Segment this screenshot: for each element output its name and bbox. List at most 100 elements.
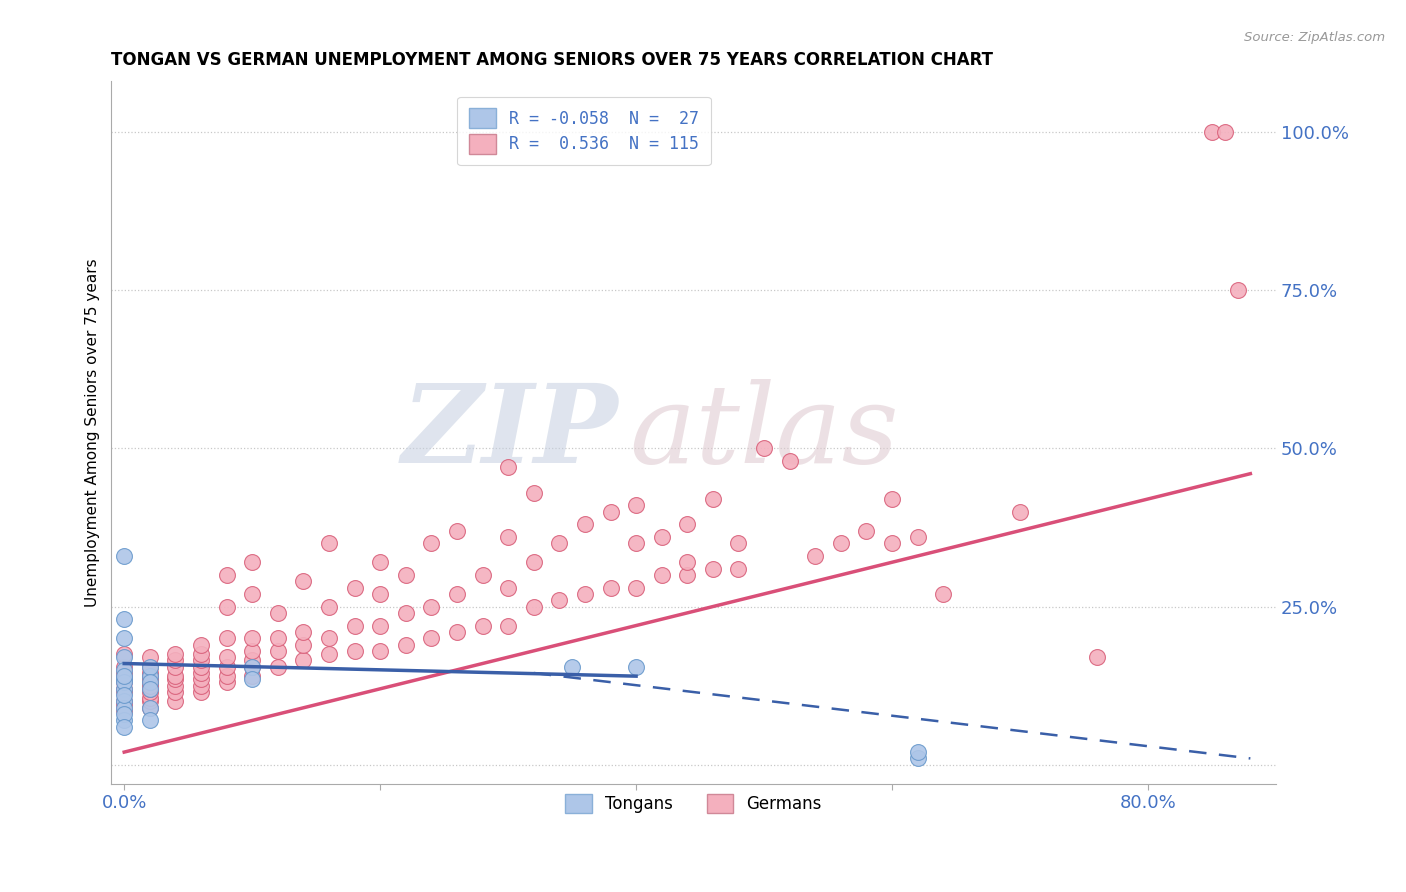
- Point: [215, 659, 238, 673]
- Point: [727, 561, 749, 575]
- Point: [240, 659, 263, 673]
- Point: [215, 675, 238, 690]
- Point: [215, 650, 238, 665]
- Point: [574, 517, 596, 532]
- Point: [624, 659, 647, 673]
- Point: [112, 700, 135, 714]
- Text: ZIP: ZIP: [401, 379, 619, 486]
- Text: atlas: atlas: [630, 379, 900, 486]
- Point: [752, 442, 775, 456]
- Point: [190, 685, 212, 699]
- Point: [368, 644, 391, 658]
- Point: [139, 691, 162, 706]
- Point: [112, 704, 135, 718]
- Point: [599, 581, 621, 595]
- Point: [165, 659, 187, 673]
- Point: [190, 659, 212, 673]
- Point: [651, 530, 673, 544]
- Text: TONGAN VS GERMAN UNEMPLOYMENT AMONG SENIORS OVER 75 YEARS CORRELATION CHART: TONGAN VS GERMAN UNEMPLOYMENT AMONG SENI…: [111, 51, 994, 69]
- Point: [292, 624, 315, 639]
- Point: [523, 485, 546, 500]
- Point: [267, 606, 290, 620]
- Point: [292, 638, 315, 652]
- Point: [240, 644, 263, 658]
- Point: [240, 555, 263, 569]
- Point: [215, 631, 238, 645]
- Point: [907, 751, 929, 765]
- Point: [139, 681, 162, 696]
- Point: [112, 694, 135, 708]
- Point: [112, 714, 135, 728]
- Point: [112, 675, 135, 690]
- Point: [112, 694, 135, 708]
- Point: [112, 681, 135, 696]
- Point: [165, 694, 187, 708]
- Point: [240, 653, 263, 667]
- Point: [368, 587, 391, 601]
- Point: [624, 498, 647, 512]
- Point: [496, 530, 519, 544]
- Point: [215, 669, 238, 683]
- Point: [676, 555, 699, 569]
- Point: [446, 587, 468, 601]
- Point: [548, 593, 571, 607]
- Point: [702, 561, 724, 575]
- Point: [395, 606, 418, 620]
- Point: [446, 624, 468, 639]
- Point: [139, 685, 162, 699]
- Point: [1213, 125, 1236, 139]
- Point: [830, 536, 852, 550]
- Point: [112, 685, 135, 699]
- Point: [880, 536, 903, 550]
- Point: [343, 581, 366, 595]
- Point: [676, 517, 699, 532]
- Point: [548, 536, 571, 550]
- Point: [420, 536, 443, 550]
- Point: [446, 524, 468, 538]
- Point: [112, 673, 135, 687]
- Point: [624, 581, 647, 595]
- Point: [112, 647, 135, 661]
- Legend: Tongans, Germans: Tongans, Germans: [554, 782, 834, 824]
- Point: [139, 700, 162, 714]
- Point: [112, 612, 135, 626]
- Point: [496, 618, 519, 632]
- Point: [292, 653, 315, 667]
- Point: [368, 555, 391, 569]
- Point: [139, 650, 162, 665]
- Point: [702, 491, 724, 506]
- Point: [343, 618, 366, 632]
- Point: [267, 644, 290, 658]
- Point: [215, 599, 238, 614]
- Point: [112, 675, 135, 690]
- Point: [112, 669, 135, 683]
- Point: [1226, 283, 1249, 297]
- Point: [855, 524, 877, 538]
- Point: [165, 685, 187, 699]
- Point: [190, 638, 212, 652]
- Point: [139, 659, 162, 673]
- Point: [240, 587, 263, 601]
- Point: [190, 653, 212, 667]
- Point: [139, 675, 162, 690]
- Point: [165, 653, 187, 667]
- Point: [240, 631, 263, 645]
- Point: [318, 536, 340, 550]
- Point: [240, 669, 263, 683]
- Point: [139, 675, 162, 690]
- Point: [574, 587, 596, 601]
- Point: [112, 549, 135, 563]
- Point: [1201, 125, 1223, 139]
- Point: [139, 669, 162, 683]
- Point: [1008, 505, 1031, 519]
- Point: [190, 673, 212, 687]
- Point: [165, 679, 187, 693]
- Point: [292, 574, 315, 589]
- Point: [139, 679, 162, 693]
- Y-axis label: Unemployment Among Seniors over 75 years: Unemployment Among Seniors over 75 years: [86, 258, 100, 607]
- Point: [240, 659, 263, 673]
- Point: [420, 599, 443, 614]
- Point: [190, 679, 212, 693]
- Point: [318, 599, 340, 614]
- Point: [880, 491, 903, 506]
